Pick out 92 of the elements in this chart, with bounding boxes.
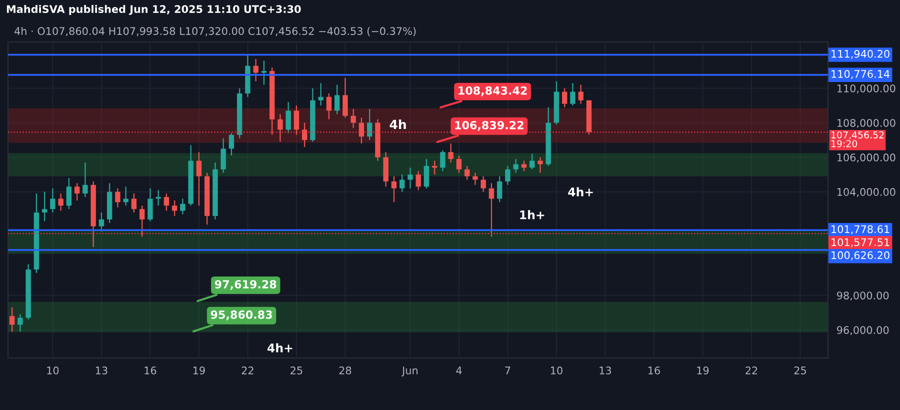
candlestick [82,162,88,198]
candlestick [42,191,48,222]
x-tick-label: 19 [193,366,205,374]
ref-line-label: 107,456.52 19:20 [831,131,884,148]
x-tick-label: 16 [648,366,660,374]
candlestick [326,92,332,120]
candlestick [334,84,340,115]
ref-line-label: 101,778.61 [832,225,890,234]
candlestick [164,192,170,212]
ref-line-label: 100,626.20 [832,251,890,260]
annotation: 108,843.42 [458,86,527,96]
candlestick [342,77,348,118]
candlestick [529,153,535,170]
y-tick-label: 104,000.00 [837,188,896,197]
x-tick-label: 13 [96,366,108,374]
y-tick-label: 96,000.00 [836,326,889,336]
candlestick [505,165,510,186]
candlestick [416,170,421,191]
y-tick-label: 110,000.00 [837,84,896,94]
y-tick-label: 98,000.00 [836,292,889,301]
band-label: 1h+ [520,210,544,220]
candlestick [391,176,397,203]
annotation: 95,860.83 [210,310,272,320]
candlestick [408,167,413,189]
candlestick [366,108,372,141]
candlestick [286,102,291,134]
candlestick [562,88,568,108]
x-tick-label: 13 [600,366,612,374]
candlestick [50,188,56,214]
candlestick [472,172,478,186]
candlestick [148,188,153,222]
x-tick-label: Jun [402,366,418,376]
candlestick [196,152,202,206]
annotation: 97,619.28 [214,280,276,290]
x-tick-label: 25 [290,366,302,374]
candlestick [115,188,120,208]
candlestick [302,122,308,148]
candlestick [139,205,145,238]
candlestick [66,177,72,210]
candlestick [278,114,283,142]
x-tick-label: 10 [47,366,59,374]
candlestick [399,174,405,192]
candlestick [228,132,234,156]
candlestick [172,200,178,217]
ref-line-label: 110,776.14 [832,70,890,79]
candlestick [18,314,23,332]
candlestick [358,117,364,144]
candlestick [180,198,186,215]
candlestick [513,158,518,174]
text: MahdiSVA published Jun 12, 2025 11:10 UTC+3:30 [6,4,301,16]
candlestick [294,104,300,136]
candlestick [220,138,226,174]
x-tick-label: 4 [456,366,462,374]
candlestick [253,58,258,82]
y-tick-label: 106,000.00 [837,154,896,162]
candlestick [448,142,454,164]
candlestick [570,82,576,106]
candlestick [456,155,462,174]
candlestick [350,108,356,128]
x-tick-label: 25 [794,366,806,374]
band-label: 4h+ [568,187,593,196]
candlestick [488,182,494,238]
candlestick [9,306,15,332]
candlestick [98,212,104,232]
candlestick [318,82,324,106]
y-tick-label: 108,000.00 [837,118,896,128]
candlestick [480,176,486,192]
candlestick [440,150,446,172]
x-tick-label: 10 [550,366,562,374]
x-tick-label: 7 [505,366,510,374]
candlestick [538,156,543,174]
candlestick [74,182,80,201]
ref-line-label: 111,940.20 [832,50,890,59]
candlestick [156,190,161,206]
candlestick [496,176,502,203]
candlestick [521,160,527,172]
candlestick [424,158,430,189]
candlestick [578,84,584,104]
chart-title: 4h · O107,860.04 H107,993.58 L107,320.00 C107,456.52 −403.53 (−0.37%) [14,26,416,36]
candlestick [123,186,128,206]
x-tick-label: 16 [144,366,156,374]
x-tick-label: 28 [339,366,352,374]
x-tick-label: 22 [746,366,758,374]
annotation: 106,839.22 [455,120,524,131]
band-label: 4h [390,119,406,129]
ref-line-label: 101,577.51 [832,238,890,248]
candlestick [464,165,470,180]
band-label: 4h+ [267,343,292,352]
candlestick [131,192,137,214]
x-tick-label: 22 [242,366,254,374]
x-tick-label: 19 [697,366,709,374]
candlestick [58,192,64,212]
